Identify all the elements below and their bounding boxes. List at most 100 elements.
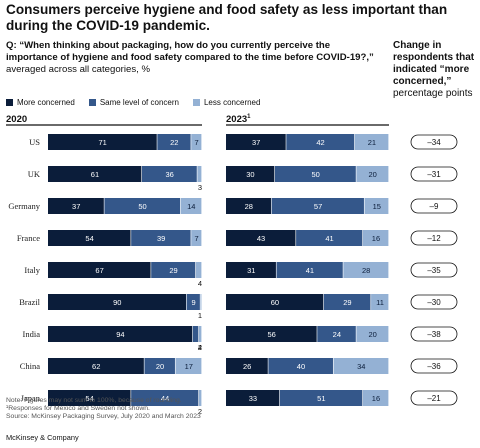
bar-segment-same: [296, 230, 363, 246]
legend-label-more: More concerned: [17, 98, 75, 107]
bar-value-same: 29: [343, 298, 351, 307]
legend-swatch-same: [88, 99, 96, 106]
chart-title: Consumers perceive hygiene and food safe…: [6, 2, 448, 33]
change-pill: [410, 134, 458, 150]
bar-value-less: 21: [368, 138, 376, 147]
bar-segment-less: [333, 358, 389, 374]
panel-title-2023: 20231: [226, 114, 251, 125]
category-label: India: [23, 329, 41, 339]
change-value: –21: [427, 394, 441, 403]
legend-label-same: Same level of concern: [99, 98, 179, 107]
bar-value-more: 43: [257, 234, 265, 243]
bar-segment-same: [144, 358, 175, 374]
bar-value-less-outside: 2: [198, 407, 202, 416]
change-value: –9: [430, 202, 439, 211]
bar-segment-same: [286, 134, 355, 150]
bar-segment-same: [268, 358, 333, 374]
bar-segment-same: [131, 230, 191, 246]
bar-segment-more: [48, 198, 104, 214]
bar-segment-same: [279, 390, 363, 406]
change-title: Change in respondents that indicated “mo…: [393, 40, 475, 87]
bar-segment-less: [198, 326, 202, 342]
bar-segment-more: [226, 390, 280, 406]
bar-segment-less: [362, 230, 389, 246]
footnotes: Note: Figures may not sum to 100%, becau…: [6, 397, 201, 421]
bar-segment-more: [226, 326, 317, 342]
bar-segment-less: [371, 294, 389, 310]
bar-value-more: 33: [249, 394, 257, 403]
bar-value-less: 14: [187, 202, 195, 211]
bar-value-same: 41: [306, 266, 314, 275]
footnote-note: Note: Figures may not sum to 100%, becau…: [6, 397, 182, 404]
question-subtitle: averaged across all categories, %: [6, 64, 150, 75]
bar-value-more: 30: [246, 170, 254, 179]
bar-segment-same: [151, 262, 196, 278]
bar-value-same: 51: [317, 394, 325, 403]
bar-value-less-outside: 1: [198, 311, 202, 320]
change-value: –31: [427, 170, 441, 179]
bar-segment-same: [323, 294, 371, 310]
bar-segment-same: [186, 294, 200, 310]
bar-segment-less: [198, 390, 202, 406]
bar-segment-more: [48, 166, 142, 182]
legend-swatch-more: [6, 99, 13, 106]
bar-value-more: 61: [91, 170, 99, 179]
bar-value-same: 57: [314, 202, 322, 211]
bar-segment-more: [48, 134, 157, 150]
bar-segment-more: [48, 326, 193, 342]
bar-value-less: 16: [372, 394, 380, 403]
category-label: Japan: [21, 393, 41, 403]
change-value: –38: [427, 330, 441, 339]
bar-segment-more: [226, 230, 296, 246]
bar-value-more: 54: [85, 234, 93, 243]
bar-segment-less: [197, 166, 202, 182]
bar-value-less: 34: [357, 362, 365, 371]
bar-segment-less: [180, 198, 202, 214]
brand-name: McKinsey & Company: [6, 433, 79, 442]
bar-segment-less: [191, 230, 202, 246]
bar-value-less: 16: [372, 234, 380, 243]
bar-value-less: 20: [369, 330, 377, 339]
bar-segment-less: [200, 294, 202, 310]
bar-segment-less: [362, 390, 389, 406]
bar-segment-more: [48, 358, 144, 374]
question-main: Q: “When thinking about packaging, how d…: [6, 40, 374, 63]
bar-value-more: 90: [113, 298, 121, 307]
bar-value-same: 24: [333, 330, 341, 339]
bar-value-same: 39: [157, 234, 165, 243]
bar-segment-same: [276, 262, 343, 278]
category-label: UK: [28, 169, 41, 179]
change-pill: [410, 390, 458, 406]
bar-segment-same: [317, 326, 356, 342]
change-value: –30: [427, 298, 441, 307]
footnote-regions: ¹Responses for Mexico and Sweden not sho…: [6, 405, 150, 412]
change-value: –34: [427, 138, 441, 147]
change-subtitle: percentage points: [393, 88, 473, 99]
legend-label-less: Less concerned: [203, 98, 261, 107]
change-pill: [410, 358, 458, 374]
bar-segment-same: [141, 166, 197, 182]
category-label: Brazil: [19, 297, 40, 307]
bar-segment-same: [157, 134, 191, 150]
bar-value-more: 37: [72, 202, 80, 211]
bar-value-same: 50: [311, 170, 319, 179]
bar-value-same: 41: [325, 234, 333, 243]
legend-item-less: Less concerned: [192, 98, 261, 107]
bar-value-more: 94: [116, 330, 124, 339]
category-label: Germany: [8, 201, 40, 211]
bar-segment-same: [274, 166, 356, 182]
bar-value-less-outside: 3: [198, 183, 202, 192]
panel-title-2020: 2020: [6, 114, 27, 125]
change-value: –12: [427, 234, 441, 243]
bar-value-same: 22: [170, 138, 178, 147]
bar-value-less: 7: [195, 234, 199, 243]
bar-segment-same: [104, 198, 181, 214]
bar-value-same: 20: [156, 362, 164, 371]
bar-value-less: 17: [185, 362, 193, 371]
category-label: France: [17, 233, 40, 243]
change-pill: [410, 294, 458, 310]
bar-value-less: 28: [362, 266, 370, 275]
bar-value-more: 67: [95, 266, 103, 275]
bar-segment-less: [195, 262, 202, 278]
change-pill: [410, 326, 458, 342]
